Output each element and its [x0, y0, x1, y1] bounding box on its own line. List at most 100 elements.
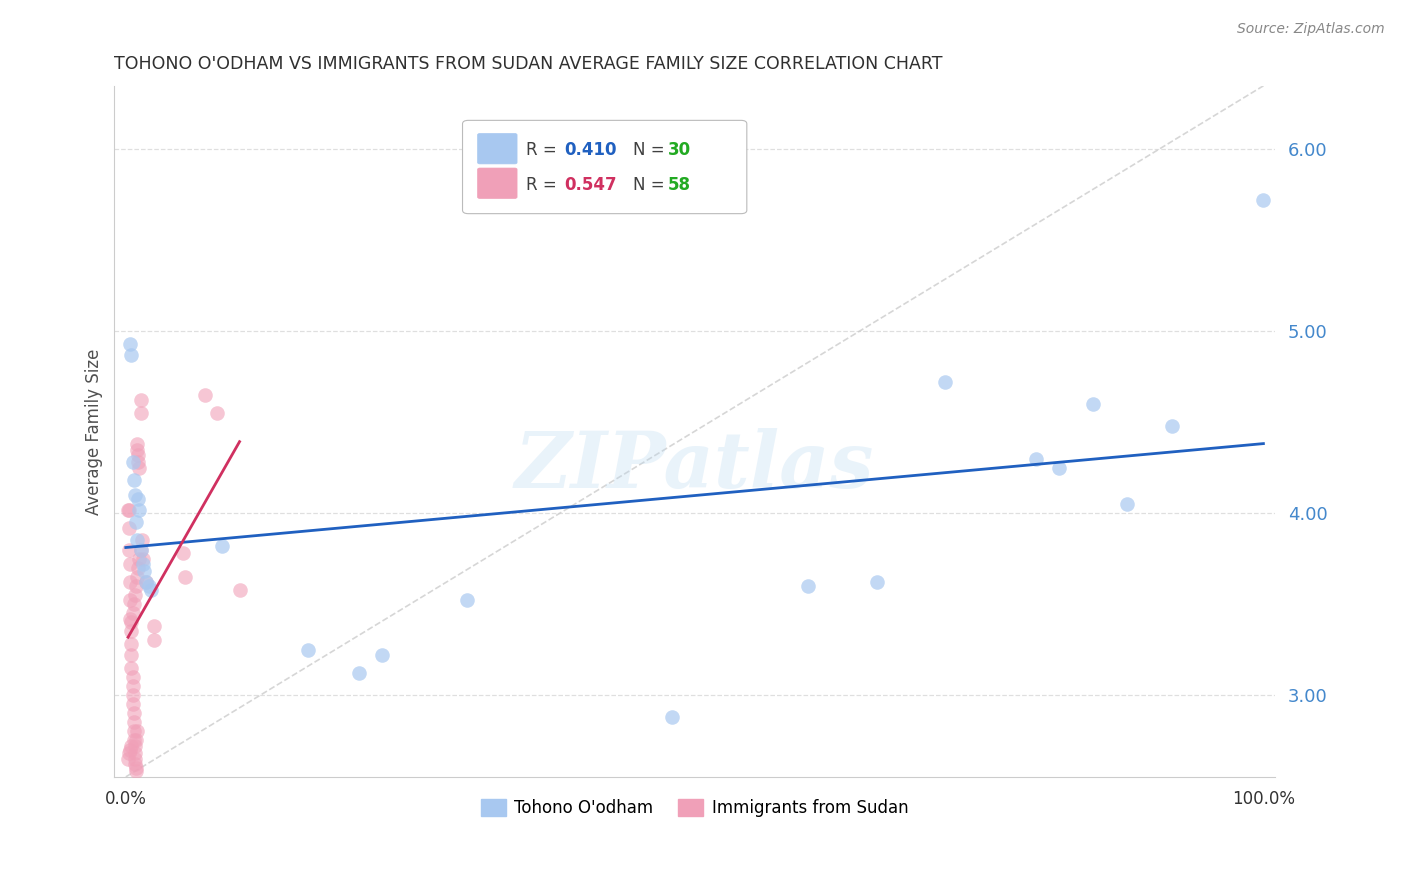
Point [125, 733, 148, 747]
Point [128, 551, 150, 566]
Point [865, 575, 887, 590]
Point [121, 348, 143, 362]
Point [139, 582, 162, 597]
Point [143, 619, 166, 633]
Point [120, 593, 142, 607]
Point [121, 615, 143, 630]
Point [127, 570, 149, 584]
Point [118, 746, 141, 760]
Point [1253, 194, 1275, 208]
Text: 58: 58 [668, 176, 690, 194]
Point [118, 521, 141, 535]
Point [129, 406, 152, 420]
FancyBboxPatch shape [463, 120, 747, 214]
Text: Source: ZipAtlas.com: Source: ZipAtlas.com [1237, 22, 1385, 37]
Point [934, 376, 956, 390]
Point [121, 648, 143, 662]
Point [120, 575, 142, 590]
Point [122, 706, 145, 721]
Point [127, 560, 149, 574]
Point [128, 502, 150, 516]
Point [121, 679, 143, 693]
Point [121, 661, 143, 675]
Point [347, 666, 370, 681]
Point [118, 542, 141, 557]
Point [211, 539, 233, 553]
Point [371, 648, 394, 662]
Point [121, 455, 143, 469]
Point [122, 733, 145, 747]
Point [297, 642, 319, 657]
Point [127, 455, 149, 469]
Point [124, 746, 146, 760]
Point [1081, 397, 1104, 411]
Point [194, 388, 217, 402]
Point [121, 739, 143, 753]
Point [122, 474, 145, 488]
Point [125, 761, 148, 775]
Point [121, 624, 143, 639]
Point [118, 502, 141, 516]
Point [127, 442, 149, 457]
Point [797, 579, 820, 593]
Text: R =: R = [526, 141, 562, 159]
Point [124, 752, 146, 766]
Point [127, 724, 149, 739]
Point [228, 582, 250, 597]
Point [456, 593, 478, 607]
Point [1025, 451, 1047, 466]
Point [174, 570, 197, 584]
FancyBboxPatch shape [478, 168, 517, 198]
Point [135, 575, 157, 590]
Point [124, 757, 146, 772]
Point [143, 633, 166, 648]
Point [122, 597, 145, 611]
Text: 30: 30 [668, 141, 690, 159]
Point [132, 551, 155, 566]
Text: ZIPatlas: ZIPatlas [515, 427, 875, 504]
Point [125, 579, 148, 593]
Point [132, 565, 155, 579]
Point [120, 742, 142, 756]
Point [117, 502, 139, 516]
Point [1161, 418, 1184, 433]
Point [1047, 460, 1070, 475]
Point [661, 710, 683, 724]
Legend: Tohono O'odham, Immigrants from Sudan: Tohono O'odham, Immigrants from Sudan [474, 792, 915, 824]
Point [121, 697, 143, 711]
Point [124, 488, 146, 502]
Point [117, 752, 139, 766]
Point [129, 542, 152, 557]
Point [128, 460, 150, 475]
Point [120, 612, 142, 626]
Point [127, 448, 149, 462]
Point [138, 579, 160, 593]
Point [120, 337, 142, 351]
Point [121, 688, 143, 702]
Point [127, 437, 149, 451]
Point [127, 491, 149, 506]
Point [129, 393, 152, 408]
Y-axis label: Average Family Size: Average Family Size [86, 348, 103, 515]
Point [120, 557, 142, 571]
Text: TOHONO O'ODHAM VS IMMIGRANTS FROM SUDAN AVERAGE FAMILY SIZE CORRELATION CHART: TOHONO O'ODHAM VS IMMIGRANTS FROM SUDAN … [114, 55, 943, 73]
Point [205, 406, 228, 420]
Point [121, 670, 143, 684]
Text: R =: R = [526, 176, 562, 194]
Point [1115, 497, 1137, 511]
Point [172, 546, 194, 560]
Point [129, 542, 152, 557]
Text: N =: N = [633, 141, 671, 159]
Point [131, 533, 153, 548]
Point [135, 575, 157, 590]
Point [127, 533, 149, 548]
Text: N =: N = [633, 176, 671, 194]
Point [124, 739, 146, 753]
Point [121, 637, 143, 651]
Point [121, 606, 143, 620]
Text: 0.410: 0.410 [565, 141, 617, 159]
Point [125, 515, 148, 529]
Point [125, 764, 148, 779]
FancyBboxPatch shape [478, 134, 517, 164]
Point [122, 724, 145, 739]
